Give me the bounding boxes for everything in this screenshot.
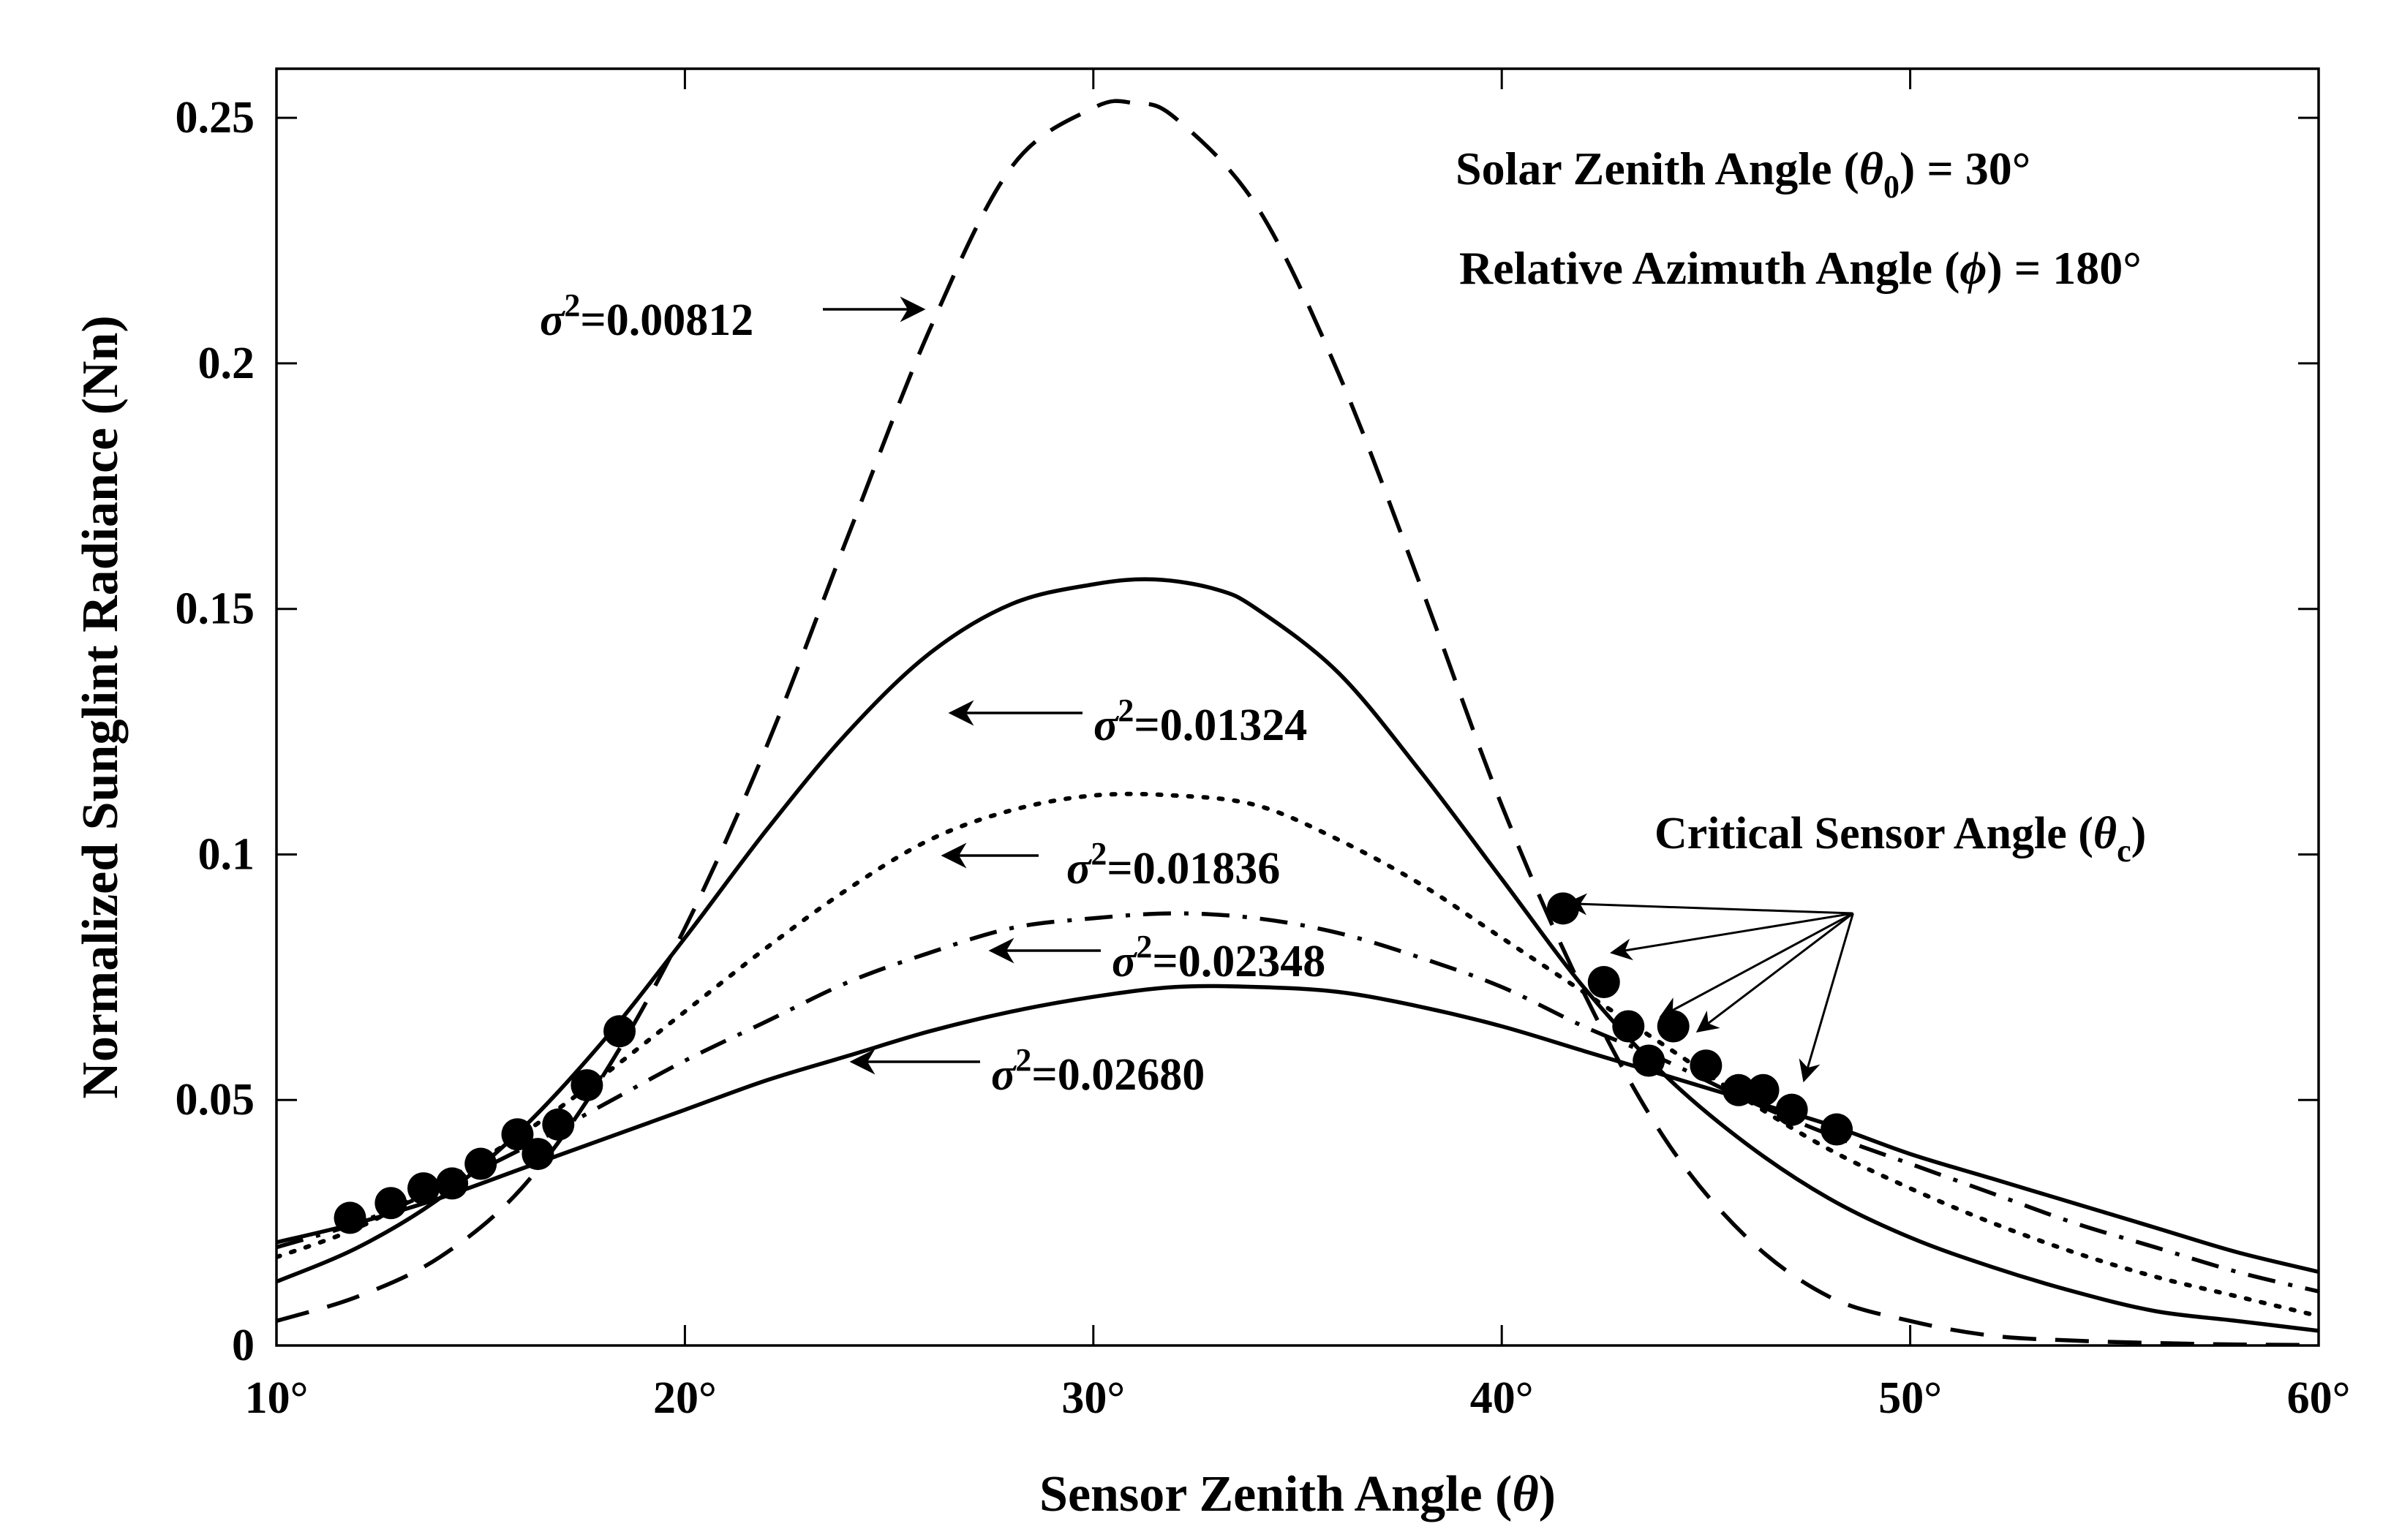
plot-area — [276, 99, 2319, 1345]
critical-point — [603, 1015, 636, 1048]
critical-angle-label: Critical Sensor Angle (θc) — [1654, 809, 2146, 869]
y-tick-label: 0.15 — [176, 584, 255, 634]
series-label-5: σ2=0.02680 — [991, 1042, 1205, 1100]
critical-point — [407, 1172, 440, 1205]
y-tick-label: 0.1 — [198, 829, 255, 879]
series-line-3 — [276, 791, 2319, 1318]
series-label-2: σ2=0.01324 — [1093, 692, 1307, 750]
series-label-3: σ2=0.01836 — [1066, 836, 1280, 894]
axes-frame — [275, 67, 2320, 1347]
relative-azimuth-label: Relative Azimuth Angle (ϕ) = 180° — [1459, 242, 2142, 294]
critical-point — [1546, 892, 1579, 925]
critical-point — [1657, 1010, 1690, 1043]
critical-point — [571, 1069, 603, 1102]
critical-points — [334, 892, 1853, 1234]
critical-point — [501, 1118, 534, 1151]
critical-point — [374, 1187, 407, 1220]
x-tick-label: 30° — [1061, 1373, 1125, 1423]
critical-point — [436, 1167, 469, 1200]
series-line-5 — [276, 984, 2319, 1274]
series-label-1: σ2=0.00812 — [540, 287, 753, 345]
critical-angle-arrow — [1610, 912, 1853, 961]
critical-point — [1821, 1113, 1853, 1146]
y-axis-title: Normalized Sunglint Radiance (Nn) — [72, 315, 129, 1098]
series-line-4 — [276, 911, 2319, 1294]
x-tick-label: 40° — [1470, 1373, 1534, 1423]
critical-point — [1612, 1010, 1645, 1043]
critical-point — [1723, 1073, 1755, 1106]
critical-point — [542, 1108, 575, 1141]
critical-point — [1690, 1049, 1723, 1082]
x-tick-label: 10° — [245, 1373, 309, 1423]
x-tick-label: 50° — [1878, 1373, 1942, 1423]
solar-zenith-label: Solar Zenith Angle (θ0) = 30° — [1456, 143, 2030, 205]
series-label-4: σ2=0.02348 — [1112, 929, 1325, 986]
x-tick-label: 20° — [653, 1373, 717, 1423]
critical-point — [334, 1201, 366, 1234]
x-tick-label: 60° — [2287, 1373, 2351, 1423]
y-tick-label: 0.05 — [176, 1075, 255, 1125]
critical-point — [1747, 1073, 1780, 1106]
x-axis-title: Sensor Zenith Angle (θ) — [1039, 1466, 1556, 1522]
critical-point — [1587, 966, 1620, 999]
critical-point — [1775, 1093, 1808, 1126]
critical-point — [1633, 1044, 1665, 1077]
critical-point — [522, 1138, 554, 1171]
y-tick-label: 0.25 — [176, 93, 255, 143]
critical-angle-arrow — [1799, 913, 1854, 1083]
critical-angle-arrow — [1695, 912, 1854, 1033]
axes: 10° 20° 30° 40° 50° 60° 0 0.05 0.1 0.15 0.2 0.25 Sen… — [72, 67, 2351, 1522]
annotations: Solar Zenith Angle (θ0) = 30° Relative Az… — [540, 143, 2146, 1100]
critical-point — [464, 1147, 497, 1180]
critical-angle-arrow — [1659, 912, 1854, 1018]
y-tick-label: 0 — [232, 1321, 255, 1370]
y-tick-label: 0.2 — [198, 339, 255, 388]
critical-angle-arrow — [1565, 893, 1853, 916]
